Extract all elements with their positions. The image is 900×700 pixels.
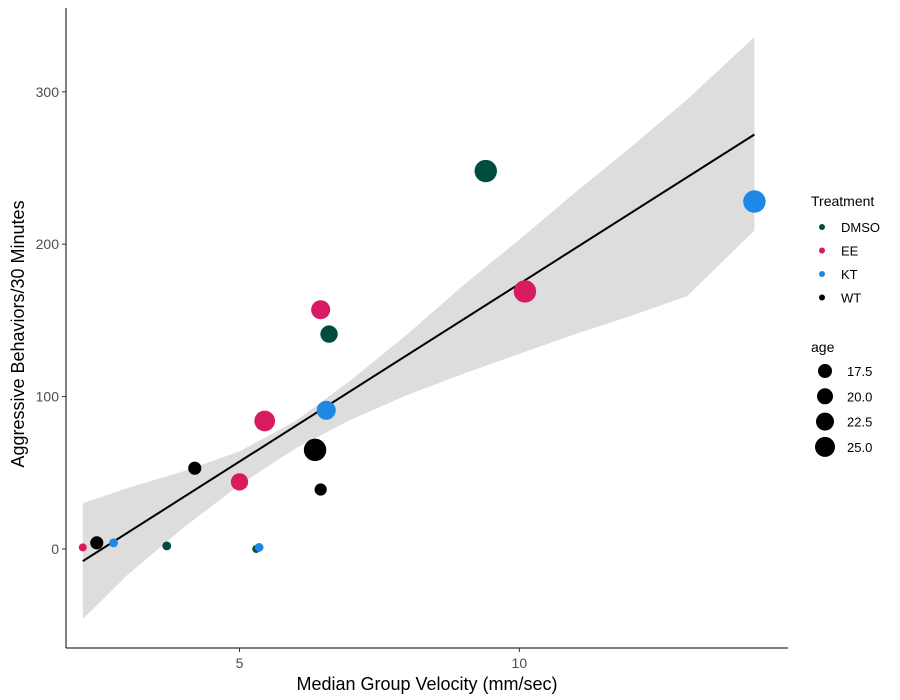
data-point-ee [78, 543, 87, 552]
legend-label-kt: KT [841, 267, 858, 282]
legend-treatment-title: Treatment [811, 193, 874, 209]
legend-size-key [815, 436, 835, 457]
data-point-ee [311, 300, 331, 320]
data-point-ee [513, 280, 537, 303]
data-point-dmso [320, 325, 338, 343]
data-point-kt [254, 543, 264, 552]
y-tick-label: 300 [36, 84, 60, 100]
data-points-layer [78, 159, 766, 553]
data-point-dmso [162, 541, 172, 551]
legend-key-dmso [819, 224, 825, 230]
y-axis-title: Aggressive Behaviors/30 Minutes [8, 200, 28, 467]
legend-size-label: 20.0 [847, 389, 872, 404]
confidence-band [82, 37, 755, 619]
data-point-wt [188, 461, 202, 475]
legend: Treatment age DMSO EE KT WT 17.5 20.0 22.5 25.0 [811, 193, 880, 457]
data-point-wt [90, 536, 104, 550]
trend-line [82, 133, 755, 562]
legend-label-wt: WT [841, 291, 861, 306]
legend-size-label: 25.0 [847, 440, 872, 455]
y-tick-label: 200 [36, 236, 60, 252]
x-tick-label: 5 [236, 655, 244, 671]
legend-key-kt [819, 271, 825, 277]
legend-size-label: 22.5 [847, 415, 872, 430]
data-point-dmso [474, 159, 497, 183]
x-tick-label: 10 [512, 655, 528, 671]
data-point-kt [743, 190, 766, 213]
x-axis-title: Median Group Velocity (mm/sec) [296, 674, 557, 694]
legend-size-key [817, 388, 833, 405]
data-point-kt [109, 538, 118, 548]
axes: 0 100 200 300 5 10 [36, 8, 788, 671]
data-point-ee [254, 410, 276, 432]
legend-label-dmso: DMSO [841, 220, 880, 235]
legend-size-key [818, 364, 832, 378]
data-point-wt [314, 483, 327, 496]
confidence-band-layer [82, 37, 755, 619]
legend-age-title: age [811, 339, 835, 355]
y-tick-label: 0 [51, 541, 59, 557]
legend-key-ee [819, 247, 825, 254]
legend-size-key [816, 412, 834, 431]
legend-size-label: 17.5 [847, 364, 872, 379]
data-point-ee [230, 473, 249, 491]
y-tick-label: 100 [36, 389, 60, 405]
legend-label-ee: EE [841, 244, 859, 259]
data-point-kt [316, 400, 336, 420]
trend-line-layer [82, 133, 755, 562]
legend-key-wt [819, 294, 825, 301]
data-point-wt [303, 438, 327, 462]
